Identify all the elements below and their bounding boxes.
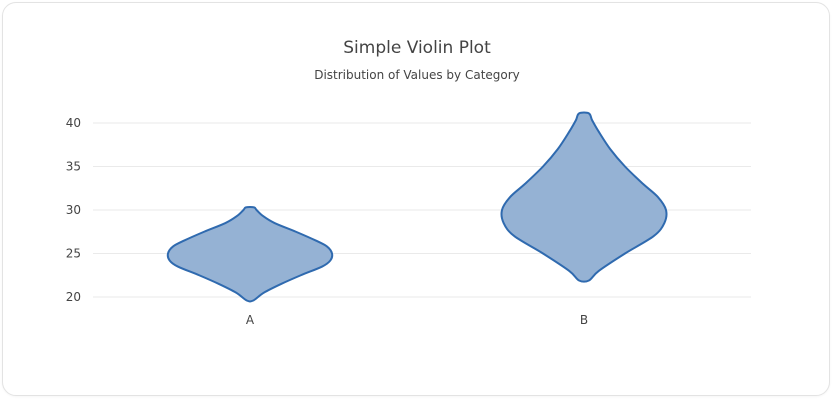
chart-title: Simple Violin Plot bbox=[343, 38, 491, 58]
chart-subtitle: Distribution of Values by Category bbox=[314, 68, 520, 82]
y-axis-ticks: 20 25 30 35 40 bbox=[66, 116, 81, 304]
x-tick-label: A bbox=[246, 313, 255, 327]
y-tick-label: 30 bbox=[66, 203, 81, 217]
chart-card bbox=[2, 2, 830, 396]
x-tick-label: B bbox=[580, 313, 588, 327]
y-tick-label: 40 bbox=[66, 116, 81, 130]
violins bbox=[166, 111, 668, 303]
violin-a[interactable] bbox=[166, 206, 334, 303]
y-tick-label: 20 bbox=[66, 290, 81, 304]
y-tick-label: 35 bbox=[66, 160, 81, 174]
violin-b[interactable] bbox=[500, 111, 668, 283]
y-tick-label: 25 bbox=[66, 247, 81, 261]
